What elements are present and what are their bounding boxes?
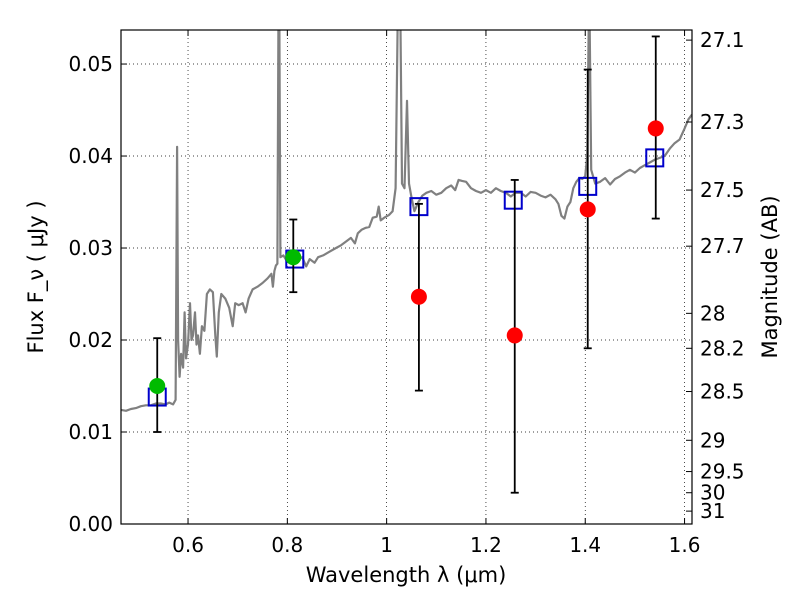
mag-tick-label: 29.5	[700, 460, 745, 484]
nir-point	[647, 120, 664, 137]
x-tick-label: 1.4	[569, 533, 601, 557]
nir-point	[579, 201, 596, 218]
x-axis-label: Wavelength λ (μm)	[306, 563, 507, 587]
nir-point	[506, 327, 523, 344]
x-tick-label: 1.2	[470, 533, 502, 557]
model-photometry-square	[503, 190, 523, 210]
y-tick-label: 0.03	[68, 236, 113, 260]
y-axis-label: Flux F_ν ( μJy )	[24, 200, 49, 353]
mag-tick-label: 27.7	[700, 234, 745, 258]
mag-tick-label: 31	[700, 499, 725, 523]
mag-tick-label: 28.5	[700, 380, 745, 404]
y-tick-label: 0.01	[68, 420, 113, 444]
nir-point	[410, 288, 427, 305]
mag-tick-label: 29	[700, 428, 725, 452]
optical-point	[285, 249, 302, 266]
model-photometry-square	[645, 148, 665, 168]
mag-tick-label: 27.5	[700, 178, 745, 202]
plot-frame	[120, 29, 693, 525]
y2-axis-label: Magnitude (AB)	[758, 195, 782, 358]
y-tick-label: 0.04	[68, 144, 113, 168]
mag-tick-label: 30	[700, 481, 725, 505]
x-tick-label: 0.8	[271, 533, 303, 557]
y-tick-label: 0.05	[68, 52, 113, 76]
mag-tick-label: 27.1	[700, 28, 745, 52]
mag-tick-label: 28	[700, 301, 725, 325]
x-tick-label: 0.6	[172, 533, 204, 557]
x-tick-label: 1.6	[669, 533, 701, 557]
photometry-markers	[147, 35, 665, 494]
y-tick-label: 0.00	[68, 512, 113, 536]
axis-ticks: 0.6 0.8 1 1.2 1.4 1.6 0.00 0.01 0.02 0.03 0.04 0.05…	[68, 28, 744, 557]
mag-tick-label: 28.2	[700, 336, 745, 360]
mag-tick-label: 27.3	[700, 110, 745, 134]
x-tick-label: 1	[380, 533, 393, 557]
y-tick-label: 0.02	[68, 328, 113, 352]
optical-point	[149, 378, 166, 395]
